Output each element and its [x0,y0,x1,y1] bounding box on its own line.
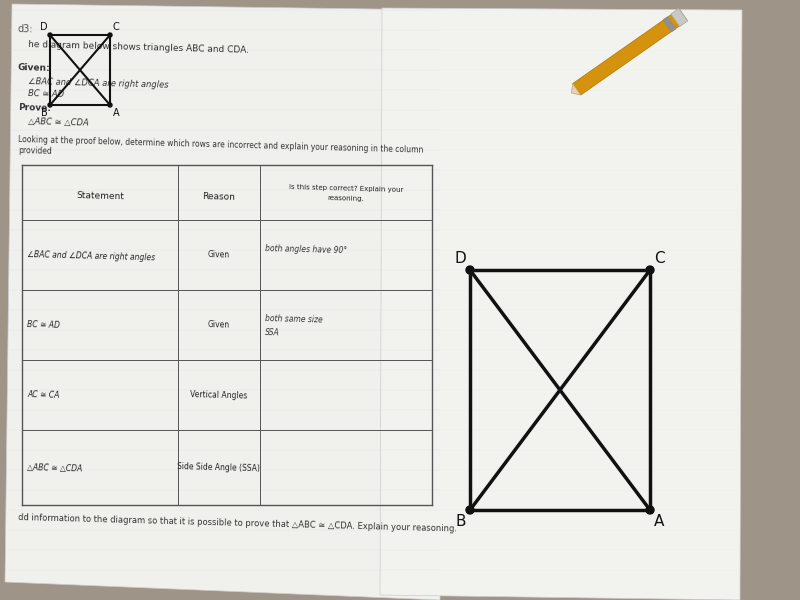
Text: provided: provided [18,146,52,156]
Circle shape [108,103,112,107]
Polygon shape [571,83,581,95]
Text: he diagram below shows triangles ABC and CDA.: he diagram below shows triangles ABC and… [28,40,249,55]
Text: Is this step correct? Explain your: Is this step correct? Explain your [289,184,403,193]
Text: △ABC ≅ △CDA: △ABC ≅ △CDA [28,117,89,128]
Circle shape [646,506,654,514]
Text: both same size: both same size [265,314,322,325]
Circle shape [108,33,112,37]
Polygon shape [671,8,688,26]
Text: both angles have 90°: both angles have 90° [265,245,347,256]
Text: Side Side Angle (SSA): Side Side Angle (SSA) [178,462,260,473]
Text: Statement: Statement [76,191,124,202]
Circle shape [48,33,52,37]
Text: BC ≅ AD: BC ≅ AD [27,320,60,331]
Polygon shape [573,9,687,95]
Text: Given: Given [208,320,230,330]
Text: reasoning.: reasoning. [327,195,364,202]
Text: AC ≅ CA: AC ≅ CA [27,391,59,400]
Polygon shape [5,4,448,600]
Text: BC ≅ AD: BC ≅ AD [28,89,64,99]
Text: Reason: Reason [202,191,235,202]
Circle shape [466,266,474,274]
Text: C: C [113,22,119,32]
Text: B: B [455,514,466,529]
Circle shape [646,266,654,274]
Text: Prove:: Prove: [18,103,51,113]
Text: D: D [454,251,466,266]
Circle shape [48,103,52,107]
Text: d3:: d3: [18,24,34,34]
Text: Given: Given [208,250,230,260]
Circle shape [466,506,474,514]
Text: △ABC ≅ △CDA: △ABC ≅ △CDA [27,463,82,473]
Text: C: C [654,251,665,266]
Text: Given:: Given: [18,63,50,73]
Polygon shape [663,17,676,32]
Text: Vertical Angles: Vertical Angles [190,390,247,400]
Polygon shape [380,8,742,600]
Text: ∠BAC and ∠DCA are right angles: ∠BAC and ∠DCA are right angles [27,251,155,263]
Text: B: B [41,107,47,118]
Text: SSA: SSA [265,329,280,338]
Text: ∠BAC and ∠DCA are right angles: ∠BAC and ∠DCA are right angles [28,77,169,89]
Text: A: A [654,514,664,529]
Text: dd information to the diagram so that it is possible to prove that △ABC ≅ △CDA. : dd information to the diagram so that it… [18,513,457,533]
Text: Looking at the proof below, determine which rows are incorrect and explain your : Looking at the proof below, determine wh… [18,135,423,155]
Text: D: D [40,22,47,32]
Text: A: A [113,107,119,118]
